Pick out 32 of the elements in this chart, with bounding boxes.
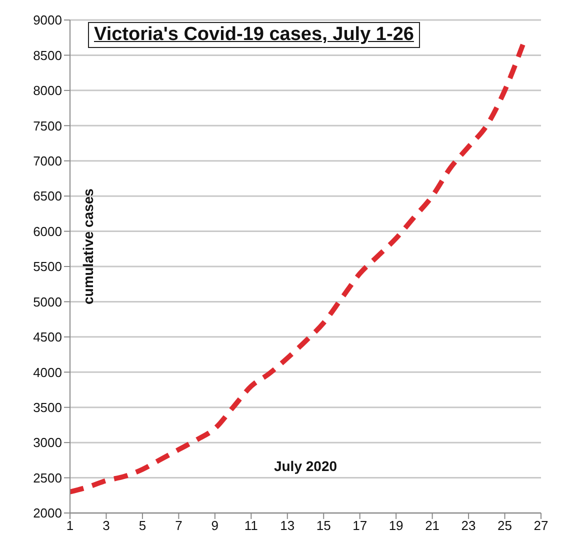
x-tick-label: 17 (352, 518, 368, 534)
y-tick-label: 5000 (33, 294, 62, 310)
x-tick-label: 23 (461, 518, 476, 534)
y-tick-label: 9000 (33, 12, 62, 28)
x-tick-label: 1 (66, 518, 74, 534)
y-tick-label: 6500 (33, 188, 62, 204)
y-tick-label: 4500 (33, 330, 62, 345)
chart-title: Victoria's Covid-19 cases, July 1-26 (88, 22, 420, 48)
y-tick-label: 8500 (33, 48, 62, 63)
y-tick-label: 7500 (33, 118, 62, 134)
x-tick-label: 21 (425, 518, 440, 534)
y-tick-label: 4000 (33, 364, 62, 380)
y-tick-label: 6000 (33, 224, 62, 239)
y-tick-label: 2000 (33, 506, 62, 521)
y-axis-title: cumulative cases (80, 188, 96, 304)
x-tick-label: 11 (244, 518, 258, 534)
x-tick-label: 9 (211, 518, 219, 534)
x-tick-label: 27 (534, 518, 548, 534)
x-tick-label: 13 (280, 518, 295, 534)
y-tick-label: 5500 (33, 259, 62, 274)
x-tick-label: 25 (498, 518, 512, 534)
x-tick-label: 15 (316, 518, 331, 534)
y-tick-label: 8000 (33, 83, 62, 98)
x-tick-label: 3 (102, 518, 110, 534)
y-tick-label: 7000 (33, 153, 62, 168)
x-tick-label: 7 (175, 518, 182, 534)
y-tick-label: 3500 (33, 400, 62, 415)
y-tick-label: 3000 (33, 435, 62, 450)
x-tick-label: 5 (138, 518, 146, 534)
y-tick-label: 2500 (33, 470, 62, 486)
x-axis-title: July 2020 (274, 458, 338, 474)
x-tick-label: 19 (388, 518, 404, 534)
